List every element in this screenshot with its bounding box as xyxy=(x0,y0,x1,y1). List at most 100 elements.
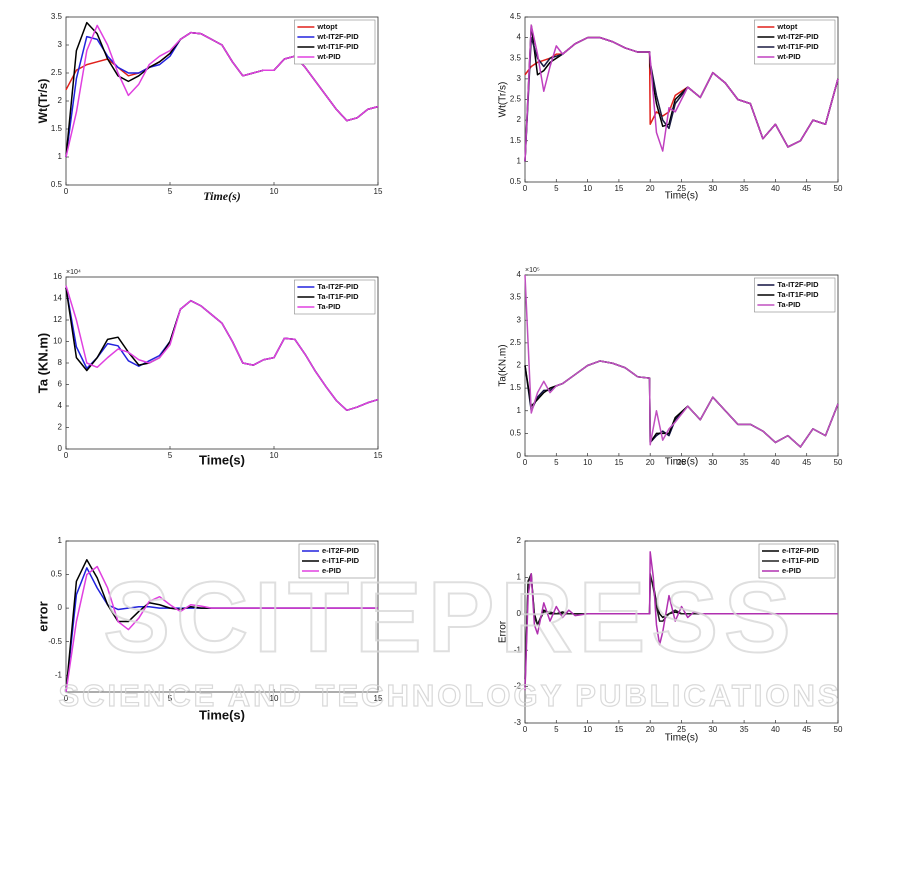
x-tick-label: 20 xyxy=(646,458,655,467)
x-tick-label: 5 xyxy=(168,451,173,460)
x-tick-label: 20 xyxy=(646,725,655,734)
x-tick-label: 10 xyxy=(270,187,279,196)
y-tick-label: 3.5 xyxy=(510,53,522,62)
legend-label: wt-IT2F-PID xyxy=(316,32,359,41)
series-line xyxy=(524,24,839,162)
legend-label: wt-IT1F-PID xyxy=(776,42,819,51)
y-axis-label: Wt(Tr/s) xyxy=(36,79,50,124)
x-tick-label: 45 xyxy=(802,725,811,734)
series-line xyxy=(524,274,839,448)
y-tick-label: 2 xyxy=(58,423,63,432)
y-tick-label: 2 xyxy=(517,115,522,124)
x-tick-label: 0 xyxy=(523,725,528,734)
legend-label: wtopt xyxy=(316,22,337,31)
y-tick-label: 3.5 xyxy=(510,293,522,302)
y-axis-label: Error xyxy=(498,620,509,643)
x-tick-label: 5 xyxy=(168,187,173,196)
x-tick-label: 15 xyxy=(614,725,623,734)
y-tick-label: 16 xyxy=(53,272,62,281)
x-axis-label: Time(s) xyxy=(199,707,245,722)
y-tick-label: 1 xyxy=(517,573,522,582)
x-tick-label: 10 xyxy=(583,184,592,193)
y-tick-label: 1.5 xyxy=(51,124,63,133)
x-tick-label: 5 xyxy=(554,184,559,193)
y-tick-label: -2 xyxy=(514,682,522,691)
x-tick-label: 30 xyxy=(708,458,717,467)
y-tick-label: 4 xyxy=(517,33,522,42)
legend-label: Ta-IT2F-PID xyxy=(317,282,359,291)
y-axis-label: Ta (KN.m) xyxy=(35,333,50,393)
x-tick-label: 25 xyxy=(677,184,686,193)
x-axis-label: Time(s) xyxy=(665,457,699,468)
legend-label: e-IT1F-PID xyxy=(322,556,360,565)
x-tick-label: 0 xyxy=(523,458,528,467)
x-axis-label: Time(s) xyxy=(665,191,699,202)
y-tick-label: 0 xyxy=(58,444,63,453)
y-tick-label: 1.5 xyxy=(510,383,522,392)
y-exponent: ×10⁴ xyxy=(66,269,81,276)
y-tick-label: 3 xyxy=(58,40,63,49)
x-tick-label: 35 xyxy=(740,184,749,193)
y-tick-label: 0.5 xyxy=(510,428,522,437)
y-tick-label: -1 xyxy=(514,645,522,654)
y-tick-label: 1 xyxy=(517,406,522,415)
watermark-subtitle: SCIENCE AND TECHNOLOGY PUBLICATIONS xyxy=(58,678,841,713)
y-tick-label: 2 xyxy=(517,361,522,370)
series-line xyxy=(524,551,838,691)
y-tick-label: 0.5 xyxy=(51,180,63,189)
legend-label: e-IT2F-PID xyxy=(322,546,360,555)
x-axis-label: Time(s) xyxy=(665,733,699,744)
x-tick-label: 50 xyxy=(834,725,843,734)
legend-label: Ta-PID xyxy=(777,300,801,309)
legend-label: e-PID xyxy=(782,566,802,575)
x-tick-label: 15 xyxy=(614,458,623,467)
legend-label: Ta-IT1F-PID xyxy=(777,290,819,299)
x-tick-label: 15 xyxy=(614,184,623,193)
y-exponent: ×10⁵ xyxy=(525,267,540,274)
x-tick-label: 35 xyxy=(740,725,749,734)
legend-label: wt-PID xyxy=(316,52,341,61)
y-tick-label: 1 xyxy=(58,536,63,545)
series-line xyxy=(65,285,379,412)
x-tick-label: 25 xyxy=(677,725,686,734)
y-tick-label: 3 xyxy=(517,315,522,324)
x-tick-label: 40 xyxy=(771,458,780,467)
x-tick-label: 45 xyxy=(802,458,811,467)
legend-label: Ta-PID xyxy=(317,302,341,311)
x-tick-label: 15 xyxy=(374,451,383,460)
legend-label: e-IT1F-PID xyxy=(782,556,820,565)
y-axis-label: Ta(KN.m) xyxy=(498,344,509,386)
y-tick-label: 2.5 xyxy=(510,338,522,347)
y-tick-label: 2.5 xyxy=(51,68,63,77)
x-tick-label: 30 xyxy=(708,725,717,734)
x-tick-label: 10 xyxy=(270,451,279,460)
legend-label: wt-IT1F-PID xyxy=(316,42,359,51)
x-tick-label: 5 xyxy=(168,694,173,703)
y-tick-label: 3 xyxy=(517,74,522,83)
x-tick-label: 15 xyxy=(374,187,383,196)
x-tick-label: 15 xyxy=(374,694,383,703)
series-line xyxy=(65,24,379,158)
x-tick-label: 5 xyxy=(554,725,559,734)
legend-label: Ta-IT1F-PID xyxy=(317,292,359,301)
y-tick-label: 4 xyxy=(58,401,63,410)
series-line xyxy=(65,565,378,693)
x-tick-label: 50 xyxy=(834,458,843,467)
x-tick-label: 10 xyxy=(270,694,279,703)
y-tick-label: 4.5 xyxy=(510,12,522,21)
x-tick-label: 40 xyxy=(771,725,780,734)
x-tick-label: 0 xyxy=(523,184,528,193)
y-tick-label: 2 xyxy=(58,96,63,105)
y-axis-label: Wt(Tr/s) xyxy=(498,82,509,118)
x-tick-label: 35 xyxy=(740,458,749,467)
y-tick-label: 4 xyxy=(517,270,522,279)
y-tick-label: 12 xyxy=(53,315,62,324)
x-tick-label: 0 xyxy=(64,187,69,196)
x-tick-label: 0 xyxy=(64,694,69,703)
x-tick-label: 45 xyxy=(802,184,811,193)
y-tick-label: 0 xyxy=(58,603,63,612)
x-tick-label: 50 xyxy=(834,184,843,193)
y-tick-label: 0.5 xyxy=(51,570,63,579)
legend-label: wt-IT2F-PID xyxy=(776,32,819,41)
